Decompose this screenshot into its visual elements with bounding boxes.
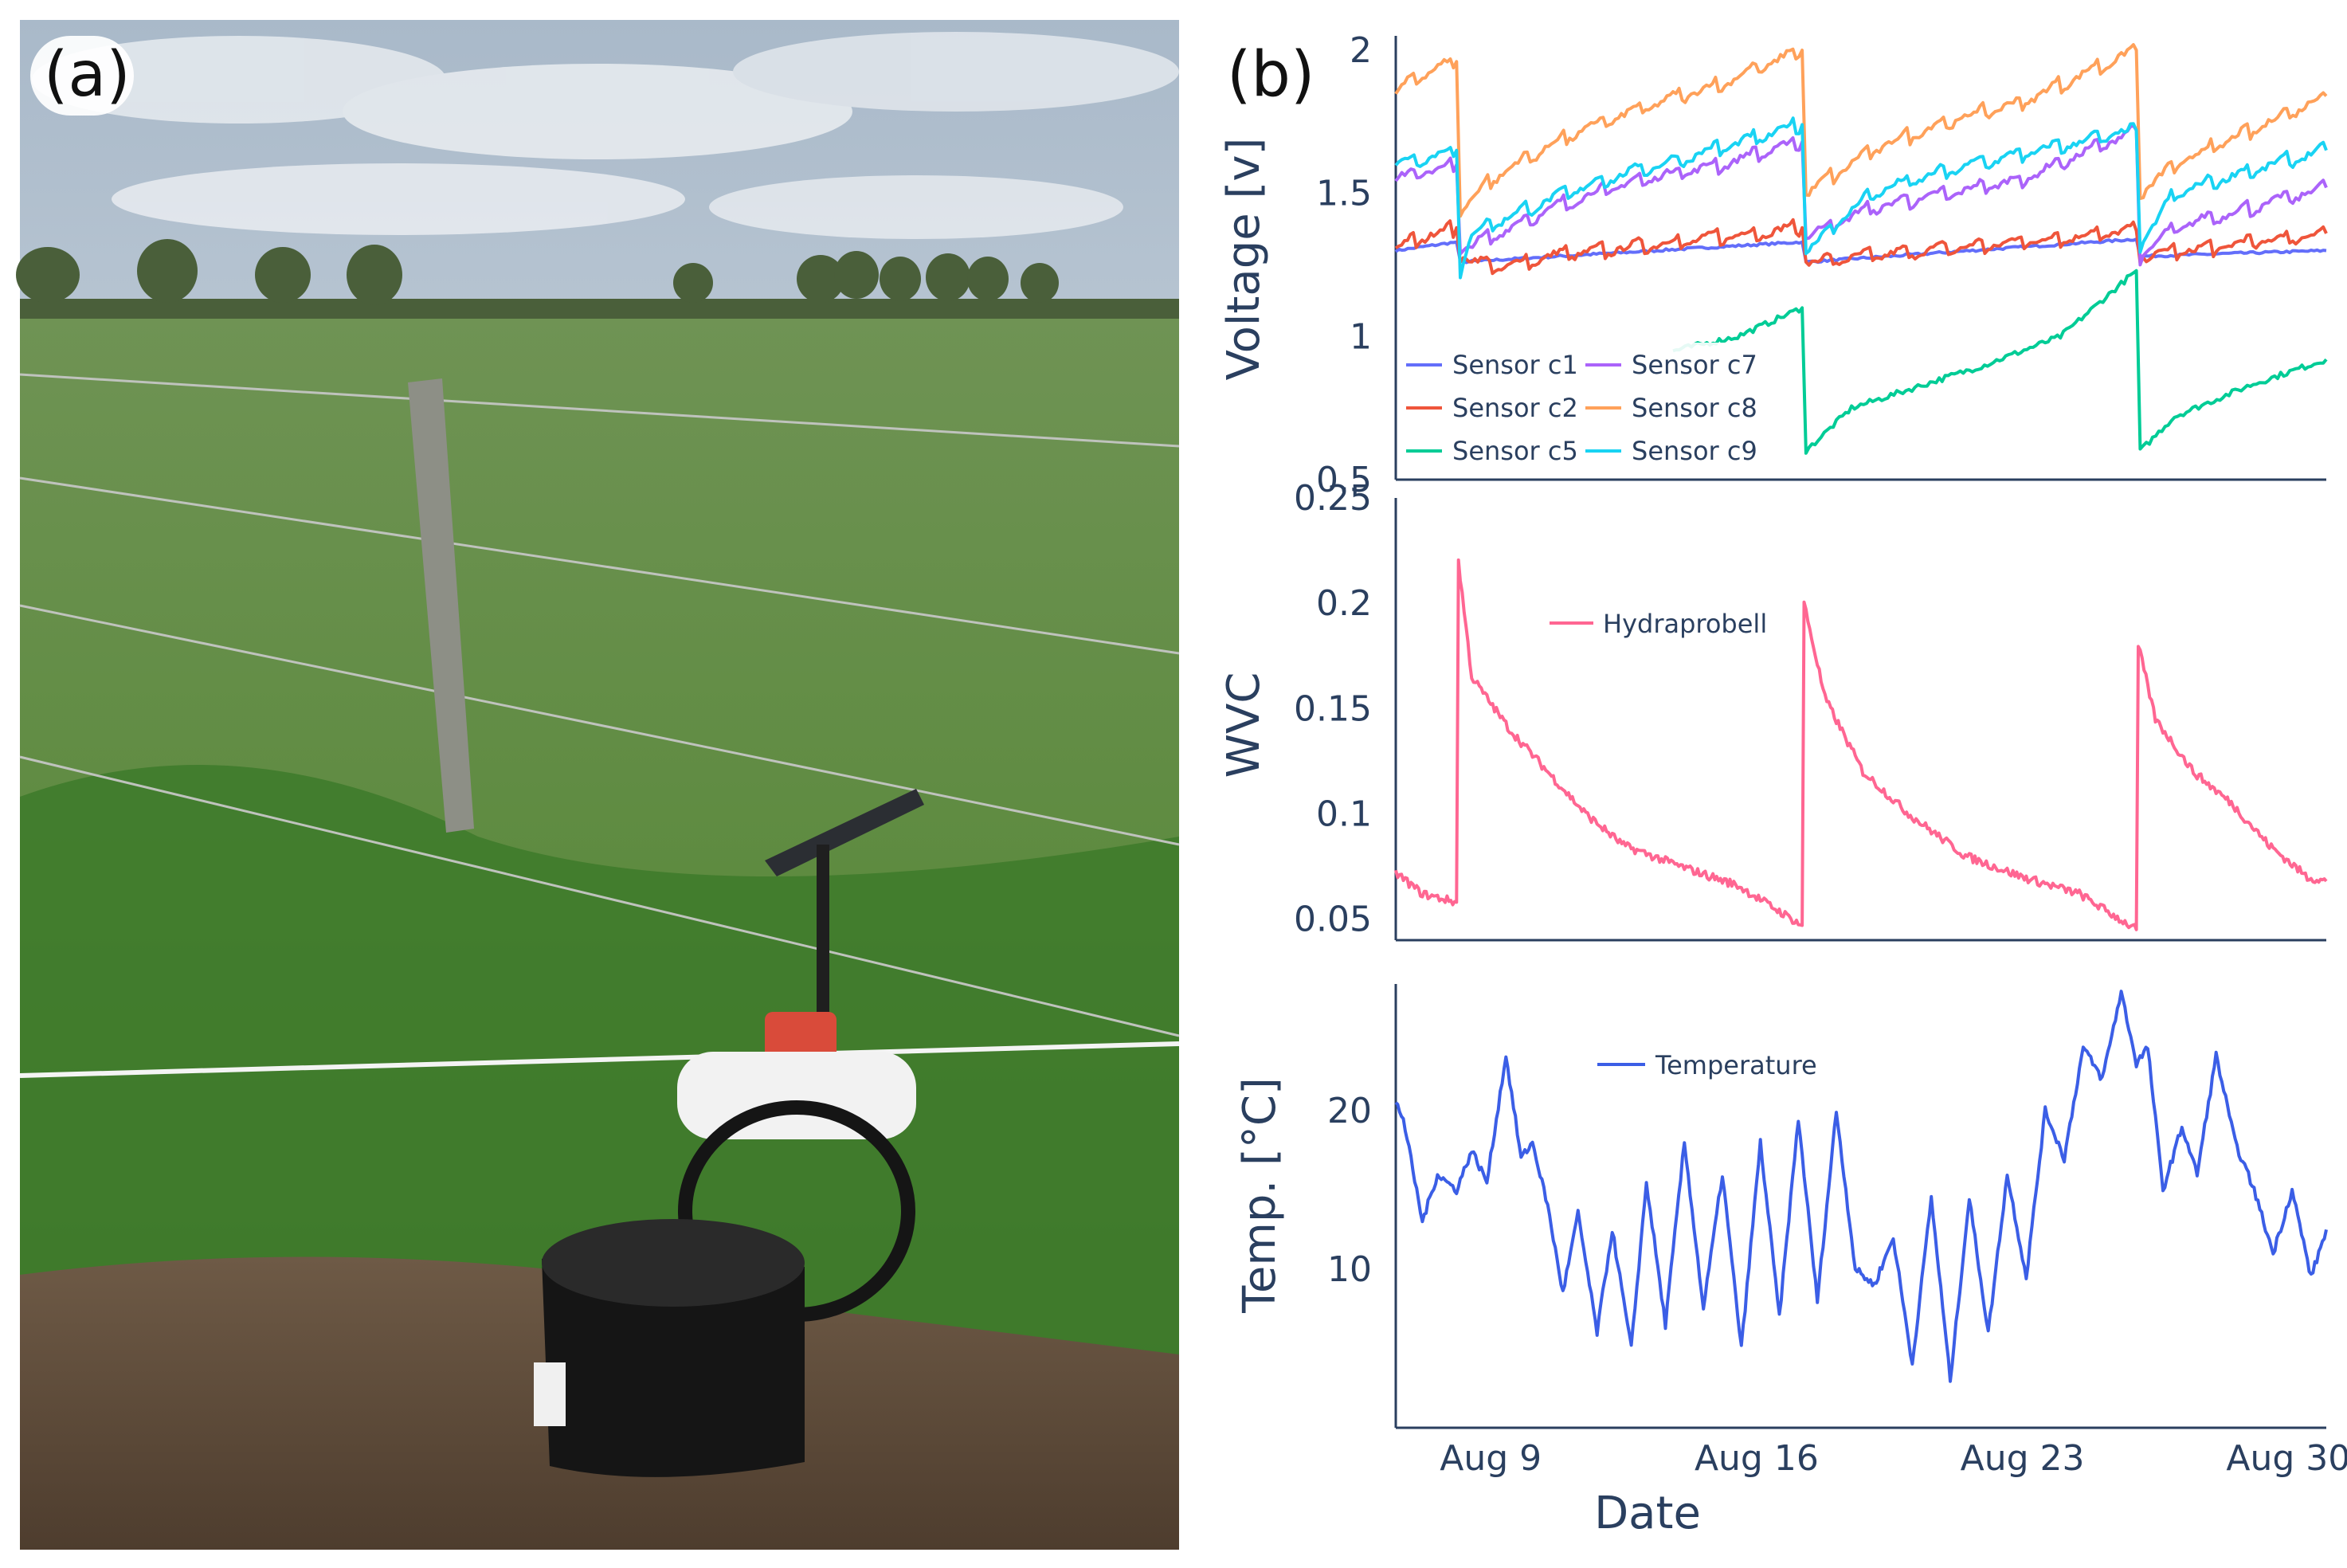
series-line-temperature bbox=[1394, 990, 2328, 1383]
voltage-legend: Sensor c1 Sensor c2 Sensor c5 Sensor c7 Sens… bbox=[1398, 343, 1773, 478]
legend-label: Sensor c1 bbox=[1452, 350, 1578, 380]
series-line-sensor-c7 bbox=[1394, 123, 2328, 267]
temp-y-title: Temp. [°C] bbox=[1234, 1077, 1286, 1314]
legend-label: Sensor c7 bbox=[1632, 350, 1757, 380]
temp-x-title: Date bbox=[1594, 1488, 1701, 1539]
clouds bbox=[32, 32, 1179, 239]
legend-label: Sensor c8 bbox=[1632, 393, 1757, 423]
temp-ytick: 20 bbox=[1327, 1091, 1372, 1131]
temp-xtick: Aug 30 bbox=[2226, 1438, 2347, 1479]
legend-label: Sensor c2 bbox=[1452, 393, 1578, 423]
wvc-legend: Hydraprobell bbox=[1550, 609, 1767, 639]
series-line-sensor-c5 bbox=[1672, 269, 2328, 455]
legend-label: Hydraprobell bbox=[1603, 609, 1767, 639]
field-photo bbox=[16, 20, 1180, 1550]
fence bbox=[19, 373, 1180, 1078]
series-line-sensor-c9 bbox=[1394, 116, 2328, 280]
wvc-ytick: 0.15 bbox=[1294, 688, 1372, 729]
wvc-ytick: 0.25 bbox=[1294, 478, 1372, 519]
voltage-ytick: 1 bbox=[1350, 316, 1372, 357]
panel-label-a: (a) bbox=[44, 39, 131, 111]
voltage-y-title: Voltage [v] bbox=[1218, 138, 1270, 381]
fence-post bbox=[408, 378, 474, 833]
temp-legend: Temperature bbox=[1597, 1050, 1817, 1080]
panel-label-b: (b) bbox=[1227, 39, 1315, 111]
temp-xtick: Aug 9 bbox=[1440, 1438, 1542, 1479]
wvc-ytick: 0.2 bbox=[1316, 583, 1372, 624]
voltage-ytick: 2 bbox=[1350, 30, 1372, 71]
series-line-hydraprobell bbox=[1394, 558, 2328, 931]
wvc-chart: 0.05 0.1 0.15 0.2 0.25 WVC Hydraprobell bbox=[1218, 478, 2328, 942]
voltage-ytick: 0.5 bbox=[1316, 460, 1372, 500]
legend-label: Sensor c5 bbox=[1452, 436, 1578, 466]
label-a-background bbox=[30, 36, 134, 116]
temp-xtick: Aug 16 bbox=[1695, 1438, 1819, 1479]
wvc-ytick: 0.05 bbox=[1294, 900, 1372, 940]
temp-xtick: Aug 23 bbox=[1961, 1438, 2085, 1479]
wvc-ytick: 0.1 bbox=[1316, 794, 1372, 834]
voltage-ytick: 1.5 bbox=[1316, 174, 1372, 214]
temp-ytick: 10 bbox=[1327, 1249, 1372, 1290]
series-line-sensor-c8 bbox=[1394, 43, 2328, 218]
legend-label: Sensor c9 bbox=[1632, 436, 1757, 466]
sensor-station bbox=[534, 789, 924, 1477]
series-line-sensor-c2 bbox=[1394, 218, 2328, 276]
wvc-y-title: WVC bbox=[1218, 672, 1270, 778]
legend-label: Temperature bbox=[1655, 1050, 1817, 1080]
